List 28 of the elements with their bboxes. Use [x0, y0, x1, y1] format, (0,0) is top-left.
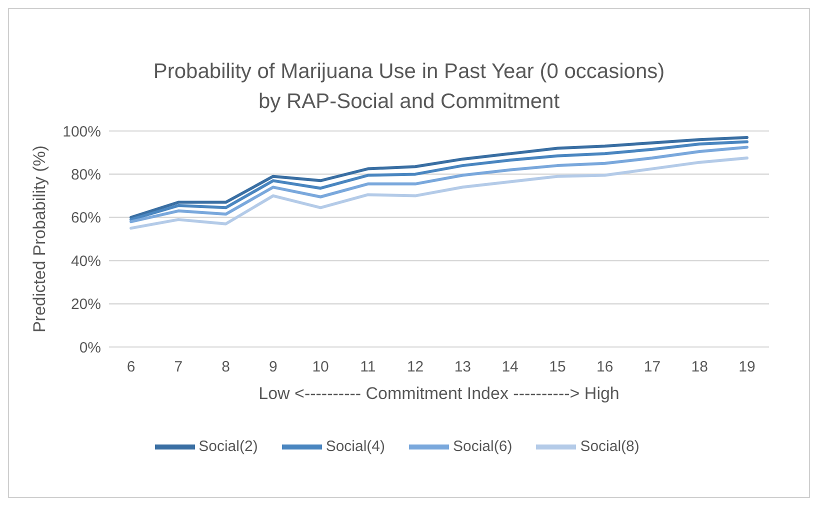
x-tick-label: 14: [502, 358, 518, 376]
y-tick-label: 40%: [70, 252, 101, 270]
x-tick-label: 18: [691, 358, 708, 376]
x-tick-label: 19: [738, 358, 756, 376]
x-tick-label: 17: [644, 358, 661, 376]
chart-title: Probability of Marijuana Use in Past Year (0 occasions) by RAP-Social and Commitment: [152, 59, 666, 115]
x-tick-label: 12: [406, 358, 424, 376]
y-tick-label: 100%: [62, 123, 101, 140]
legend-label: Social(2): [198, 438, 258, 455]
x-tick-label: 7: [174, 358, 183, 376]
x-tick-label: 8: [222, 358, 230, 376]
legend-label: Social(4): [326, 438, 385, 455]
x-tick-label: 9: [268, 358, 278, 376]
x-axis-title: Low <---------- Commitment Index ----------> High: [258, 384, 620, 403]
x-tick-label: 13: [454, 358, 472, 376]
legend-label: Social(8): [580, 438, 640, 455]
y-tick-label: 60%: [70, 210, 101, 227]
y-tick-label: 20%: [70, 296, 101, 314]
y-tick-label: 80%: [70, 166, 101, 184]
x-tick-label: 6: [126, 358, 136, 376]
legend-label: Social(6): [453, 438, 512, 455]
y-tick-label: 0%: [79, 339, 101, 356]
y-axis-title: Predicted Probability (%): [30, 145, 50, 333]
x-tick-label: 11: [360, 358, 376, 376]
x-tick-label: 15: [549, 358, 566, 376]
line-series: [130, 156, 748, 230]
x-tick-label: 10: [312, 358, 329, 376]
x-tick-label: 16: [596, 358, 614, 376]
